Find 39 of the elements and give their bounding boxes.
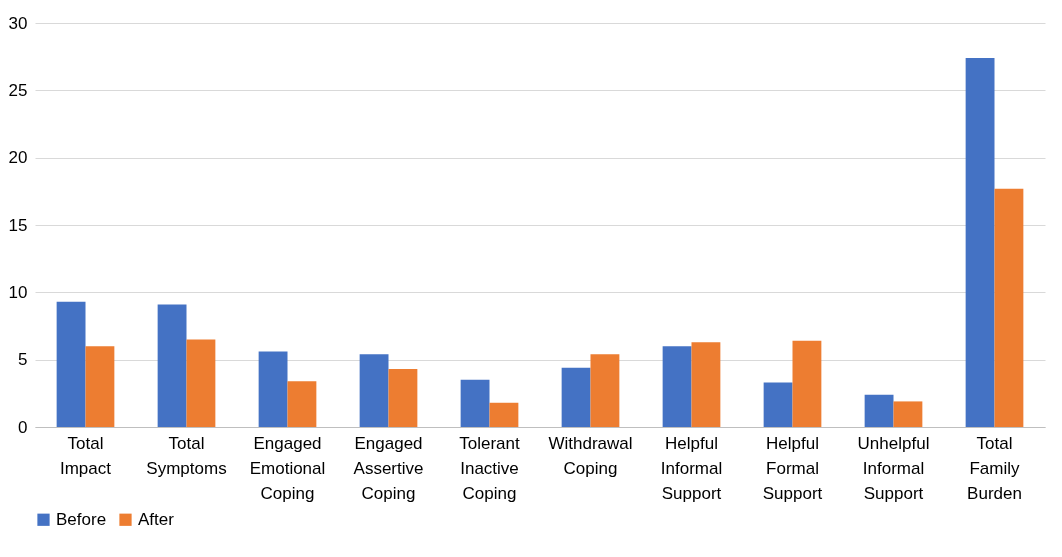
x-tick-label: Total Symptoms xyxy=(146,433,227,478)
bar xyxy=(287,381,317,427)
x-tick-label: Total Impact xyxy=(59,433,112,478)
bar xyxy=(691,342,721,427)
bar xyxy=(56,301,86,427)
x-tick-label: Unhelpful Informal Support xyxy=(857,433,930,503)
x-tick-label: Total Family Burden xyxy=(967,433,1022,503)
x-tick-label: Withdrawal Coping xyxy=(548,433,633,478)
bar xyxy=(864,394,894,427)
bar xyxy=(561,367,591,427)
bar xyxy=(662,346,692,427)
y-tick-label: 20 xyxy=(8,148,28,168)
legend-label: Before xyxy=(56,509,107,529)
bar xyxy=(994,188,1024,427)
bar xyxy=(965,58,995,427)
legend-label: After xyxy=(138,509,175,529)
x-tick-label: Engaged Emotional Coping xyxy=(249,433,326,503)
bar xyxy=(893,401,923,427)
bar xyxy=(792,340,822,427)
y-tick-label: 10 xyxy=(8,282,28,302)
bar xyxy=(186,339,216,427)
bar xyxy=(157,304,187,427)
x-tick-label: Engaged Assertive Coping xyxy=(353,433,424,503)
x-tick-label: Helpful Formal Support xyxy=(762,433,823,503)
bar xyxy=(763,382,793,427)
bar xyxy=(359,354,389,427)
y-tick-label: 25 xyxy=(8,80,28,100)
bar xyxy=(258,351,288,427)
y-tick-label: 30 xyxy=(8,13,28,33)
bar xyxy=(85,346,115,427)
y-tick-label: 5 xyxy=(18,350,28,370)
bar xyxy=(460,379,490,427)
x-tick-label: Tolerant Inactive Coping xyxy=(459,433,521,503)
bar xyxy=(489,402,519,427)
y-tick-label: 0 xyxy=(18,417,28,437)
bar xyxy=(388,369,418,427)
x-tick-label: Helpful Informal Support xyxy=(660,433,723,503)
bar xyxy=(590,354,620,427)
y-tick-label: 15 xyxy=(8,215,28,235)
